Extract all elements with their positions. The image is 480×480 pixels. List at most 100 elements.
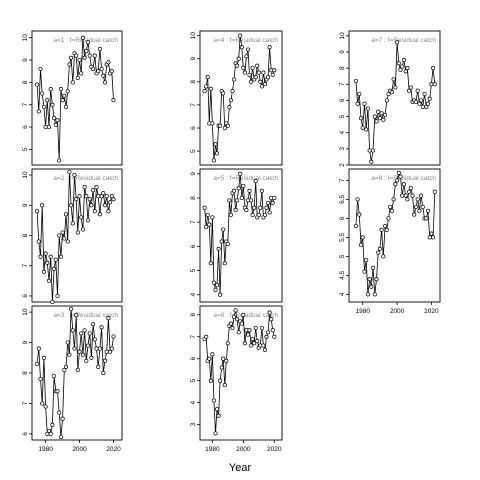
data-point bbox=[395, 178, 400, 183]
data-point bbox=[250, 336, 255, 342]
data-point bbox=[85, 218, 91, 223]
y-tick-label: 6 bbox=[190, 244, 197, 248]
data-point bbox=[400, 193, 405, 198]
data-point bbox=[82, 328, 87, 333]
data-point bbox=[427, 235, 432, 240]
data-point bbox=[425, 101, 431, 106]
panel-1: 5 6 7 8 9 10 a=1 : f=Residual catch bbox=[22, 30, 123, 166]
data-point bbox=[227, 198, 232, 203]
data-point bbox=[369, 159, 374, 164]
data-point bbox=[267, 45, 272, 50]
data-point bbox=[424, 216, 429, 221]
data-point bbox=[79, 71, 84, 76]
data-point bbox=[252, 341, 257, 346]
data-point bbox=[393, 85, 398, 90]
y-tick-label: 8 bbox=[190, 196, 197, 200]
data-point bbox=[87, 197, 92, 202]
data-point bbox=[367, 277, 372, 282]
data-point bbox=[419, 193, 424, 198]
data-point bbox=[244, 208, 249, 213]
data-point bbox=[253, 179, 258, 184]
data-point bbox=[67, 352, 72, 357]
y-tick-label: 7 bbox=[22, 401, 29, 405]
data-point bbox=[267, 210, 272, 215]
data-point bbox=[224, 358, 229, 363]
data-point bbox=[109, 346, 114, 351]
data-point bbox=[383, 223, 388, 229]
y-tick-label: 4.5 bbox=[339, 271, 346, 280]
data-point bbox=[205, 75, 210, 80]
data-point bbox=[238, 33, 243, 38]
data-point bbox=[384, 227, 389, 232]
data-point bbox=[370, 148, 376, 153]
data-point bbox=[85, 343, 91, 348]
data-point bbox=[46, 278, 52, 283]
data-point bbox=[365, 292, 370, 297]
data-point bbox=[241, 312, 246, 317]
data-point bbox=[35, 209, 40, 214]
series-line bbox=[355, 42, 436, 162]
data-point bbox=[108, 200, 113, 205]
data-point bbox=[205, 212, 210, 217]
y-tick-label: 3 bbox=[339, 147, 346, 151]
data-point bbox=[77, 194, 82, 199]
data-point bbox=[210, 352, 215, 357]
data-point bbox=[67, 62, 72, 67]
data-point bbox=[376, 250, 381, 255]
data-point bbox=[63, 212, 69, 217]
data-point bbox=[52, 266, 57, 271]
data-point bbox=[386, 91, 391, 97]
data-point bbox=[52, 373, 57, 379]
data-point bbox=[72, 346, 77, 351]
data-point bbox=[393, 182, 398, 187]
data-point bbox=[75, 230, 80, 235]
data-point bbox=[50, 102, 55, 107]
data-point bbox=[391, 77, 396, 82]
data-point bbox=[255, 339, 260, 344]
data-point bbox=[400, 64, 405, 69]
data-point bbox=[65, 89, 70, 94]
data-point bbox=[43, 251, 48, 256]
data-point bbox=[221, 227, 226, 232]
y-tick-label: 9 bbox=[22, 340, 29, 344]
data-point bbox=[70, 328, 75, 333]
x-tick-label: 2000 bbox=[390, 308, 405, 315]
data-point bbox=[272, 195, 277, 201]
data-point bbox=[269, 317, 274, 322]
data-point bbox=[391, 197, 396, 202]
y-tick-label: 10 bbox=[22, 308, 29, 316]
data-point bbox=[235, 63, 240, 68]
data-point bbox=[101, 191, 106, 196]
data-point bbox=[241, 65, 246, 71]
data-point bbox=[396, 170, 401, 175]
data-point bbox=[270, 328, 275, 333]
data-point bbox=[264, 334, 269, 339]
data-point bbox=[48, 431, 53, 436]
data-point bbox=[239, 321, 244, 326]
data-point bbox=[413, 99, 419, 105]
data-point bbox=[89, 203, 94, 208]
series-line bbox=[355, 171, 436, 295]
data-point bbox=[357, 212, 362, 217]
data-point bbox=[216, 413, 221, 418]
data-point bbox=[70, 221, 75, 226]
data-point bbox=[415, 88, 420, 93]
data-point bbox=[60, 230, 65, 235]
data-point bbox=[429, 231, 434, 236]
data-point bbox=[266, 200, 271, 205]
data-point bbox=[211, 398, 216, 403]
data-point bbox=[211, 280, 216, 285]
y-tick-label: 8 bbox=[22, 233, 29, 237]
data-point bbox=[412, 212, 417, 217]
data-point bbox=[221, 356, 226, 361]
data-point bbox=[106, 209, 111, 214]
data-point bbox=[236, 186, 241, 191]
data-point bbox=[35, 361, 40, 366]
data-point bbox=[262, 347, 268, 352]
data-point bbox=[225, 123, 230, 128]
x-tick-label: 2020 bbox=[267, 446, 282, 453]
data-point bbox=[57, 233, 62, 238]
data-point bbox=[214, 151, 220, 156]
data-point bbox=[41, 269, 46, 274]
